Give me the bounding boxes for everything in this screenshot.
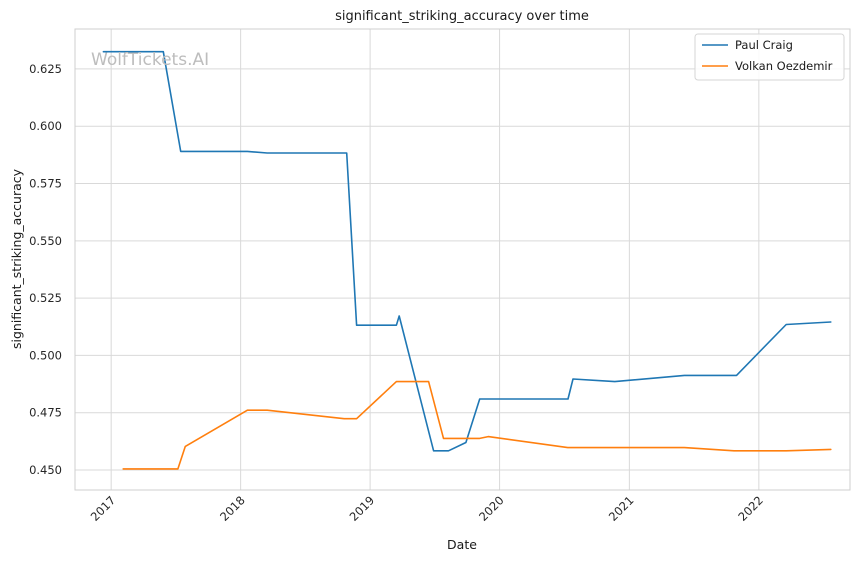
y-tick-label: 0.525 [29, 291, 62, 305]
legend-label-paul-craig: Paul Craig [735, 38, 793, 52]
x-tick-label: 2020 [476, 493, 507, 524]
x-tick-label: 2017 [88, 493, 119, 524]
y-tick-label: 0.575 [29, 177, 62, 191]
chart-title: significant_striking_accuracy over time [335, 9, 589, 24]
x-tick-label: 2019 [347, 493, 378, 524]
y-axis-label: significant_striking_accuracy [9, 168, 24, 349]
legend: Paul Craig Volkan Oezdemir [694, 33, 845, 81]
y-tick-label: 0.550 [29, 234, 62, 248]
series-line-paul-craig [102, 50, 832, 452]
series-line-volkan-oezdemir [122, 380, 832, 470]
legend-box [694, 33, 845, 81]
y-tick-label: 0.600 [29, 119, 62, 133]
y-tick-label: 0.500 [29, 348, 62, 362]
x-tick-label: 2018 [217, 493, 248, 524]
x-tick-label: 2021 [606, 493, 637, 524]
x-axis-label: Date [447, 537, 477, 552]
watermark-text: WolfTickets.AI [91, 50, 209, 70]
series-lines [102, 50, 832, 470]
y-tick-label: 0.450 [29, 463, 62, 477]
y-tick-label: 0.475 [29, 406, 62, 420]
plot-area-frame [74, 28, 851, 491]
grid [75, 29, 850, 490]
y-tick-labels: 0.450 0.475 0.500 0.525 0.550 0.575 0.600 0.625 [29, 62, 62, 477]
x-tick-labels: 2017 2018 2019 2020 2021 2022 [88, 493, 766, 524]
y-tick-label: 0.625 [29, 62, 62, 76]
legend-label-volkan-oezdemir: Volkan Oezdemir [735, 59, 833, 73]
x-tick-label: 2022 [735, 493, 766, 524]
